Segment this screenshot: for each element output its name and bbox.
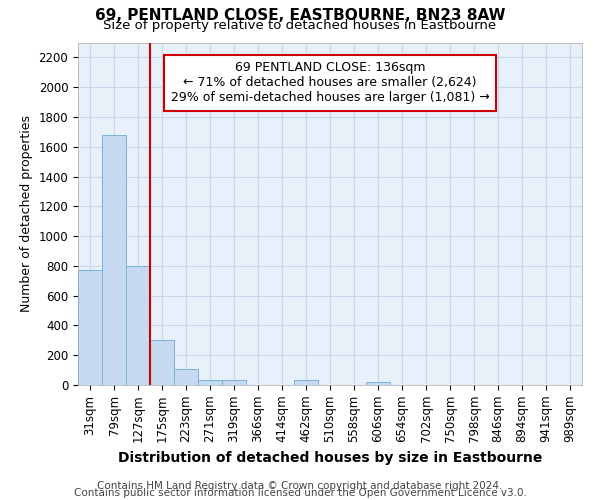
Bar <box>366 382 390 385</box>
Text: Contains public sector information licensed under the Open Government Licence v3: Contains public sector information licen… <box>74 488 526 498</box>
Text: Size of property relative to detached houses in Eastbourne: Size of property relative to detached ho… <box>103 18 497 32</box>
Text: 69, PENTLAND CLOSE, EASTBOURNE, BN23 8AW: 69, PENTLAND CLOSE, EASTBOURNE, BN23 8AW <box>95 8 505 22</box>
Bar <box>150 340 174 385</box>
Text: Contains HM Land Registry data © Crown copyright and database right 2024.: Contains HM Land Registry data © Crown c… <box>97 481 503 491</box>
Bar <box>174 368 198 385</box>
Bar <box>78 270 102 385</box>
Bar <box>294 380 318 385</box>
Bar <box>222 380 246 385</box>
Text: 69 PENTLAND CLOSE: 136sqm
← 71% of detached houses are smaller (2,624)
29% of se: 69 PENTLAND CLOSE: 136sqm ← 71% of detac… <box>170 62 490 104</box>
Bar <box>198 380 222 385</box>
Bar <box>102 135 126 385</box>
X-axis label: Distribution of detached houses by size in Eastbourne: Distribution of detached houses by size … <box>118 450 542 464</box>
Y-axis label: Number of detached properties: Number of detached properties <box>20 116 33 312</box>
Bar <box>126 266 150 385</box>
